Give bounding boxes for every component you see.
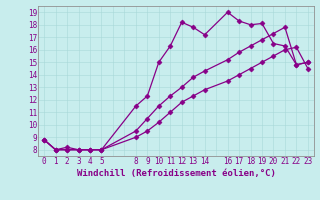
X-axis label: Windchill (Refroidissement éolien,°C): Windchill (Refroidissement éolien,°C) bbox=[76, 169, 276, 178]
